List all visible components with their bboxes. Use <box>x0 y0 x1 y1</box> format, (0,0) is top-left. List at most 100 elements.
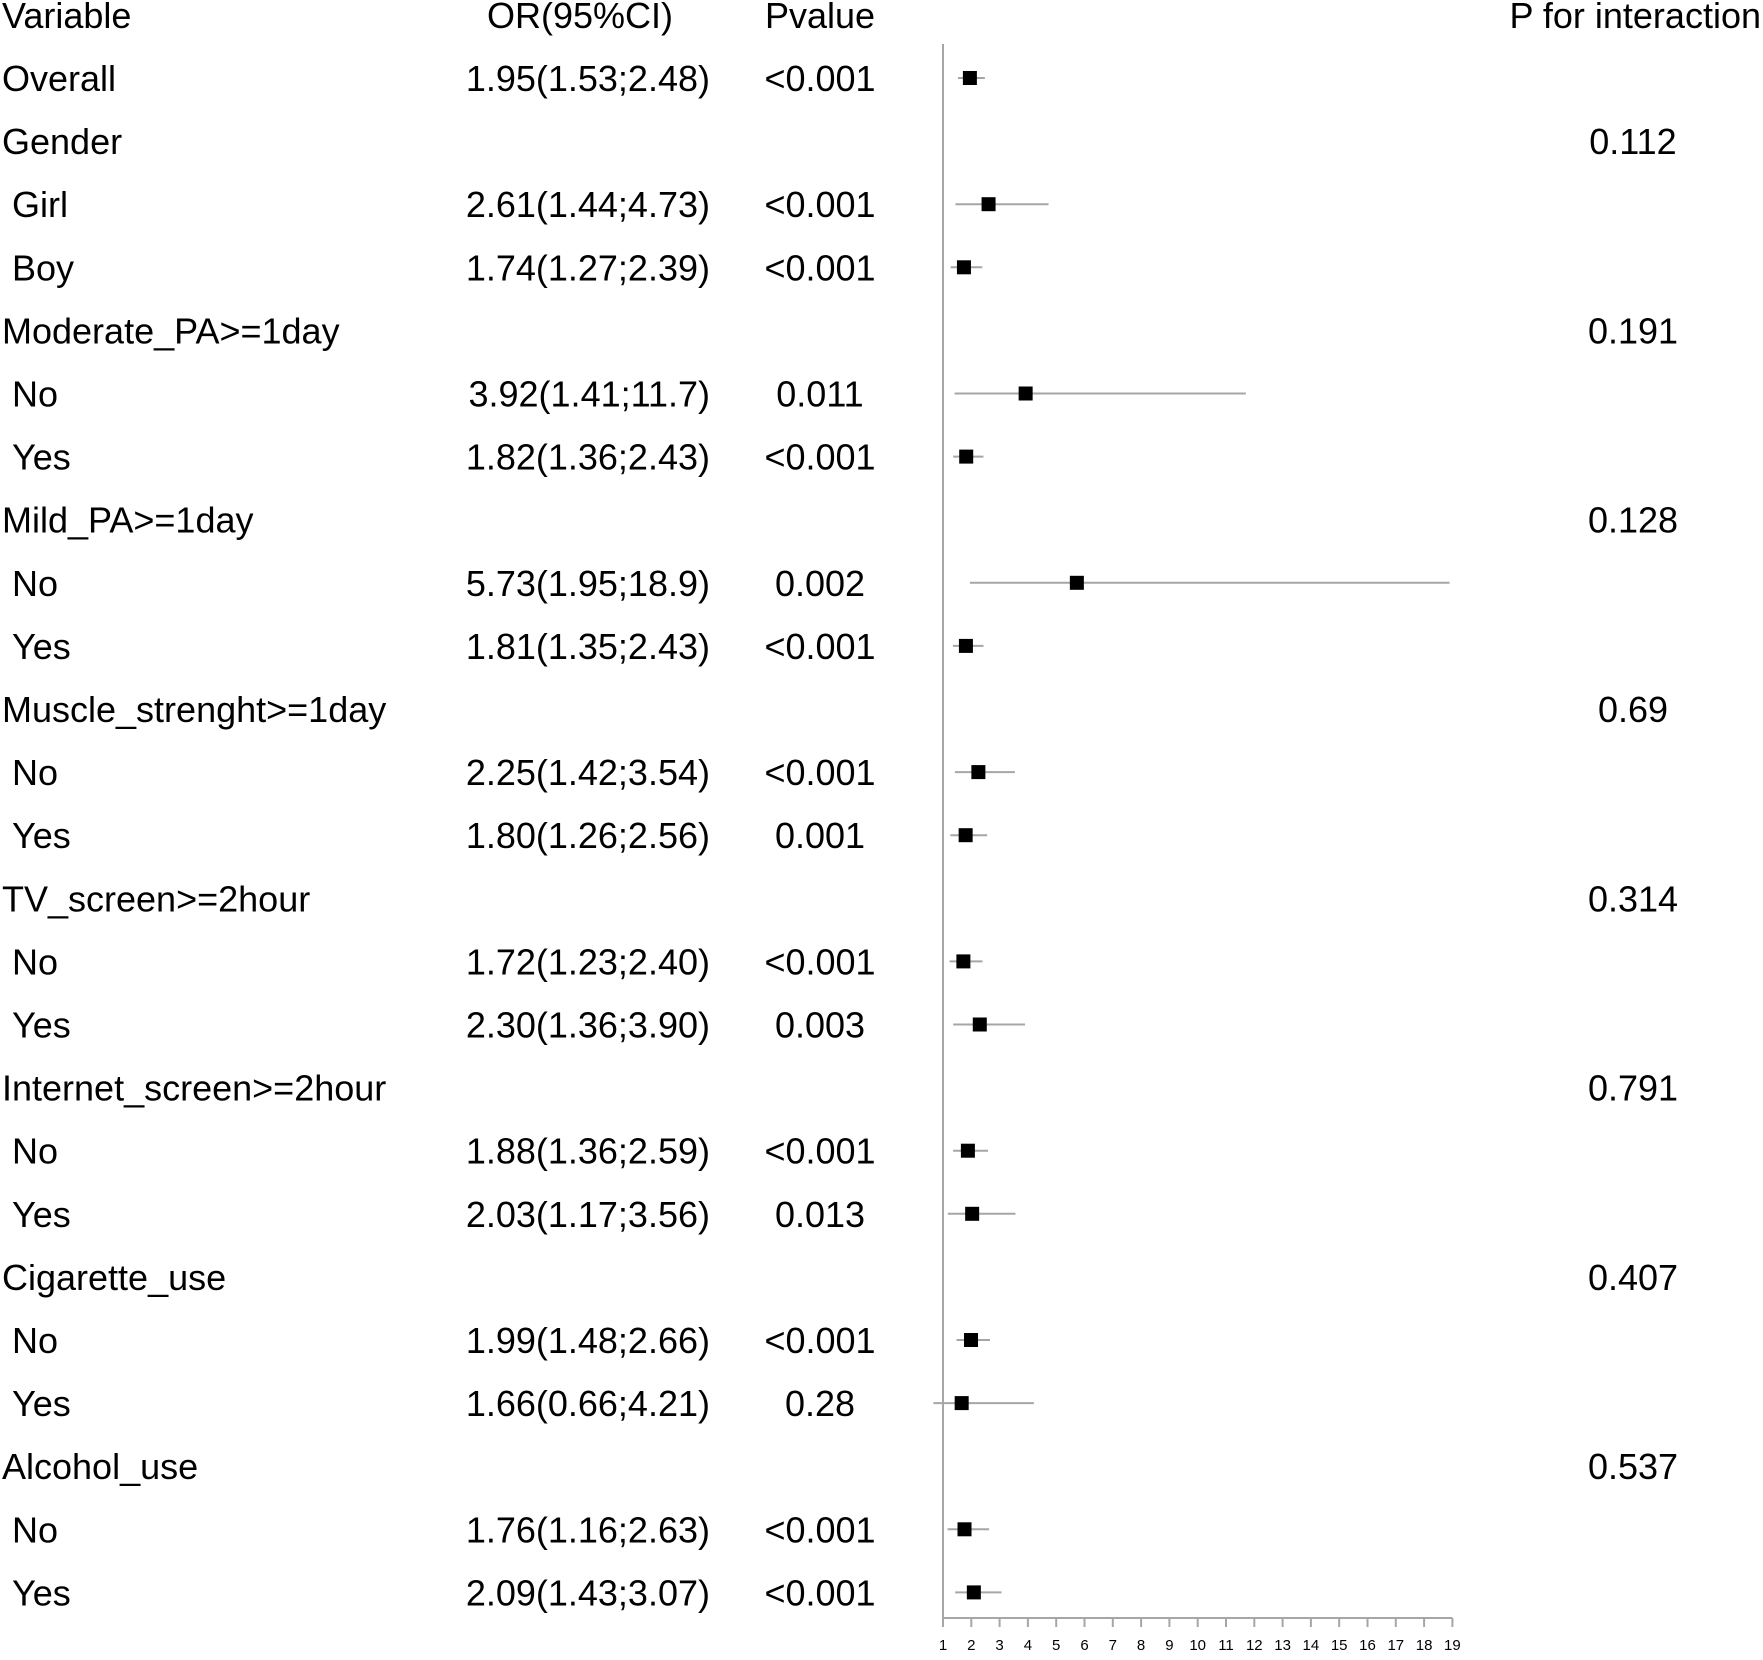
x-tick-label: 11 <box>1218 1637 1234 1654</box>
x-tick-label: 15 <box>1331 1637 1348 1654</box>
row-label: No <box>12 1131 58 1172</box>
x-tick-label: 12 <box>1246 1637 1263 1654</box>
or-marker <box>959 449 974 464</box>
row-p-interaction: 0.407 <box>1588 1257 1678 1298</box>
x-tick-label: 5 <box>1052 1637 1060 1654</box>
row-p-interaction: 0.191 <box>1588 310 1678 351</box>
row-label: No <box>12 563 58 604</box>
x-tick-label: 9 <box>1165 1637 1173 1654</box>
header-or-ci: OR(95%CI) <box>487 0 673 36</box>
or-marker <box>965 1206 980 1221</box>
row-or-ci: 1.81(1.35;2.43) <box>466 626 710 667</box>
x-tick-label: 6 <box>1080 1637 1088 1654</box>
row-label: Yes <box>12 1383 71 1424</box>
row-or-ci: 2.61(1.44;4.73) <box>466 184 710 225</box>
row-label: Gender <box>2 121 122 162</box>
or-marker <box>957 1522 972 1537</box>
row-or-ci: 3.92(1.41;11.7) <box>468 374 710 415</box>
x-tick-label: 10 <box>1189 1637 1206 1654</box>
row-pvalue: <0.001 <box>764 1131 875 1172</box>
or-marker <box>972 1017 987 1032</box>
row-p-interaction: 0.128 <box>1588 500 1678 541</box>
x-tick-label: 17 <box>1387 1637 1404 1654</box>
row-or-ci: 1.99(1.48;2.66) <box>466 1320 710 1361</box>
row-pvalue: 0.003 <box>775 1005 865 1046</box>
row-p-interaction: 0.69 <box>1598 689 1668 730</box>
row-p-interaction: 0.537 <box>1588 1446 1678 1487</box>
or-marker <box>960 1143 975 1158</box>
header-p-interaction: P for interaction <box>1510 0 1761 36</box>
row-p-interaction: 0.112 <box>1589 121 1676 162</box>
row-label: Yes <box>12 1194 71 1235</box>
row-pvalue: 0.002 <box>775 563 865 604</box>
or-marker <box>956 260 971 275</box>
row-or-ci: 2.09(1.43;3.07) <box>466 1572 710 1613</box>
or-marker <box>958 638 973 653</box>
x-tick-label: 3 <box>995 1637 1003 1654</box>
or-marker <box>962 71 977 85</box>
row-or-ci: 1.80(1.26;2.56) <box>466 815 710 856</box>
row-label: No <box>12 941 58 982</box>
header-row: Variable OR(95%CI) Pvalue P for interact… <box>2 0 1761 36</box>
row-label: No <box>12 1509 58 1550</box>
x-tick-label: 14 <box>1303 1637 1320 1654</box>
row-label: No <box>12 1320 58 1361</box>
row-label: Yes <box>12 1005 71 1046</box>
x-tick-label: 1 <box>939 1637 947 1654</box>
row-pvalue: <0.001 <box>764 1320 875 1361</box>
row-or-ci: 2.30(1.36;3.90) <box>466 1005 710 1046</box>
or-marker <box>954 1396 969 1411</box>
row-or-ci: 5.73(1.95;18.9) <box>466 563 710 604</box>
row-or-ci: 1.74(1.27;2.39) <box>466 247 710 288</box>
plot-area: 1 2 3 4 5 6 7 8 9 10 11 12 13 14 15 16 17 18 19 <box>933 44 1461 1654</box>
row-label: Yes <box>12 437 71 478</box>
row-label: Moderate_PA>=1day <box>2 310 340 351</box>
row-pvalue: <0.001 <box>764 752 875 793</box>
or-marker <box>1069 575 1084 590</box>
row-label: Yes <box>12 1572 71 1613</box>
row-label: Boy <box>12 247 74 288</box>
or-marker <box>971 765 986 780</box>
row-label: Cigarette_use <box>2 1257 226 1298</box>
row-label: No <box>12 752 58 793</box>
x-tick-label: 8 <box>1137 1637 1145 1654</box>
row-label: No <box>12 374 58 415</box>
x-tick-label: 2 <box>967 1637 975 1654</box>
header-pvalue: Pvalue <box>765 0 875 36</box>
or-marker <box>1018 386 1033 401</box>
row-pvalue: <0.001 <box>764 1509 875 1550</box>
or-marker <box>966 1585 981 1600</box>
row-or-ci: 2.03(1.17;3.56) <box>466 1194 710 1235</box>
row-or-ci: 1.66(0.66;4.21) <box>466 1383 710 1424</box>
row-pvalue: 0.011 <box>776 374 863 415</box>
row-pvalue: <0.001 <box>764 247 875 288</box>
row-label: Girl <box>12 184 68 225</box>
row-label: Muscle_strenght>=1day <box>2 689 386 730</box>
row-label: Mild_PA>=1day <box>2 500 254 541</box>
or-marker <box>958 828 973 843</box>
row-label: Yes <box>12 626 71 667</box>
x-tick-label: 4 <box>1024 1637 1032 1654</box>
row-pvalue: 0.013 <box>775 1194 865 1235</box>
x-tick-label: 7 <box>1109 1637 1117 1654</box>
row-pvalue: <0.001 <box>764 1572 875 1613</box>
row-or-ci: 1.72(1.23;2.40) <box>466 941 710 982</box>
or-marker <box>964 1333 979 1347</box>
rows-layer: Overall 1.95(1.53;2.48) <0.001 Gender 0.112 G… <box>2 58 1678 1613</box>
row-or-ci: 1.82(1.36;2.43) <box>466 437 710 478</box>
row-pvalue: <0.001 <box>764 58 875 99</box>
or-marker <box>981 197 996 212</box>
row-p-interaction: 0.791 <box>1588 1068 1678 1109</box>
row-pvalue: <0.001 <box>764 437 875 478</box>
row-pvalue: 0.001 <box>775 815 865 856</box>
row-label: Internet_screen>=2hour <box>2 1068 386 1109</box>
x-tick-label: 13 <box>1274 1637 1291 1654</box>
x-tick-label: 16 <box>1359 1637 1376 1654</box>
x-tick-label: 19 <box>1444 1637 1461 1654</box>
row-or-ci: 2.25(1.42;3.54) <box>466 752 710 793</box>
row-p-interaction: 0.314 <box>1588 878 1678 919</box>
row-or-ci: 1.95(1.53;2.48) <box>466 58 710 99</box>
row-pvalue: 0.28 <box>785 1383 855 1424</box>
header-variable: Variable <box>2 0 131 36</box>
